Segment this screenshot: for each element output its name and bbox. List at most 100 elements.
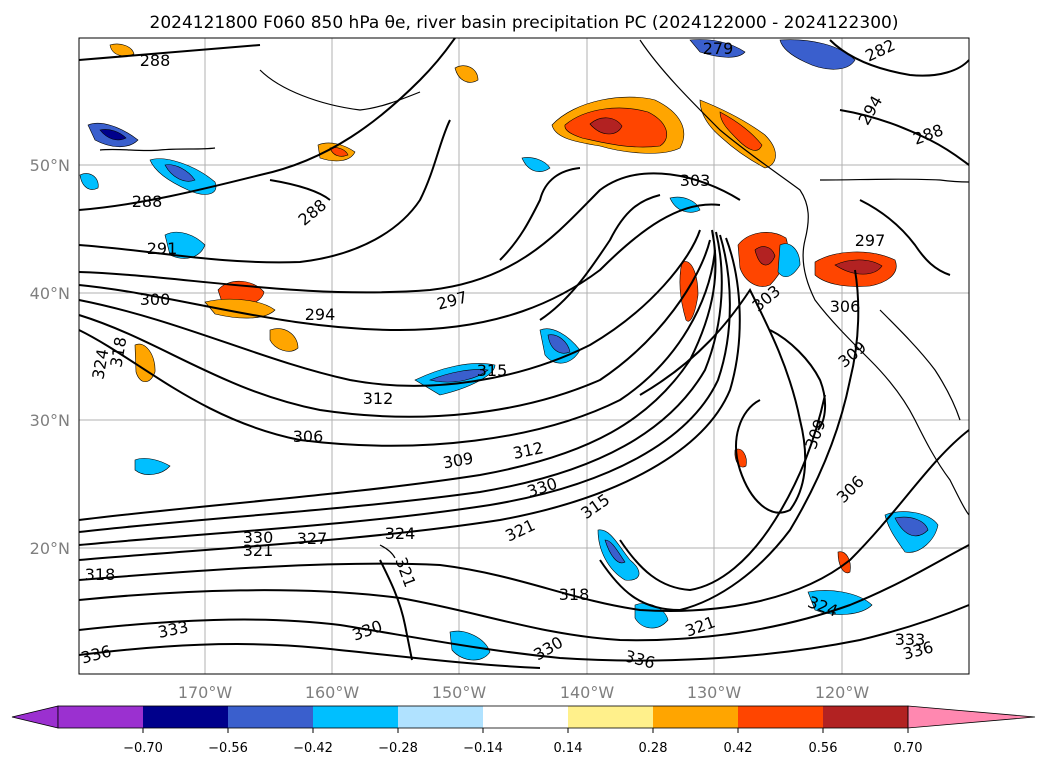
precip-blob: [779, 39, 856, 70]
lat-label: 20°N: [30, 539, 70, 558]
lon-label: 150°W: [432, 683, 487, 702]
contour-line: [599, 269, 860, 612]
lat-label: 40°N: [30, 284, 70, 303]
precip-blob: [837, 551, 851, 574]
theta-e-contours: [78, 37, 970, 669]
colorbar-tick-label: −0.14: [463, 741, 503, 756]
contour-line: [78, 237, 741, 561]
contour-line: [78, 429, 970, 612]
contour-line: [78, 44, 261, 61]
precip-blob: [547, 334, 571, 354]
coastline: [99, 147, 216, 152]
coastline: [259, 69, 421, 111]
lon-label: 170°W: [178, 683, 233, 702]
colorbar-tick-label: −0.42: [293, 741, 333, 756]
precip-blob: [589, 117, 623, 135]
precip-blob: [164, 164, 196, 182]
contour-label: 327: [297, 529, 328, 548]
contour-label: 303: [680, 171, 711, 190]
contour-line: [639, 288, 807, 514]
contour-line: [829, 39, 970, 77]
contour-line: [78, 239, 711, 418]
contour-label: 321: [243, 541, 274, 560]
contour-line: [78, 172, 741, 294]
colorbar-bin: [483, 706, 568, 728]
colorbar-bin: [228, 706, 313, 728]
colorbar-tick-label: 0.70: [894, 741, 923, 756]
colorbar-ticks: [142, 728, 909, 733]
precip-blob: [269, 328, 299, 352]
colorbar-bin: [738, 706, 823, 728]
contour-line: [78, 249, 716, 447]
precip-blob: [429, 369, 489, 383]
contour-line: [78, 37, 456, 211]
precip-blob: [329, 147, 349, 157]
colorbar-tick-label: 0.42: [724, 741, 753, 756]
contour-label: 300: [140, 290, 171, 309]
contour-label: 294: [305, 305, 336, 324]
contour-line: [78, 229, 701, 387]
colorbar-bin: [653, 706, 738, 728]
precip-blob: [454, 65, 479, 83]
lat-label: 30°N: [30, 411, 70, 430]
precip-blob: [834, 259, 883, 275]
map-title: 2024121800 F060 850 hPa θe, river basin …: [150, 13, 899, 33]
colorbar-under-arrow: [11, 705, 59, 729]
map-frame: [78, 37, 970, 675]
contour-label: 279: [703, 39, 734, 58]
contour-line: [859, 199, 951, 276]
contour-label: 315: [477, 361, 508, 380]
lon-label: 130°W: [687, 683, 742, 702]
precip-blob: [679, 261, 699, 322]
contour-label: 288: [140, 51, 171, 70]
lat-label: 50°N: [30, 156, 70, 175]
precip-blob: [777, 243, 801, 278]
contour-line: [269, 179, 331, 201]
coastline: [879, 309, 961, 421]
precip-blob: [719, 111, 763, 151]
lon-label: 160°W: [305, 683, 360, 702]
colorbar-bin: [568, 706, 653, 728]
contour-label: 288: [132, 192, 163, 211]
lon-labels: 170°W 160°W 150°W 140°W 130°W 120°W: [178, 683, 870, 702]
colorbar-tick-label: 0.28: [639, 741, 668, 756]
contour-line: [78, 234, 731, 546]
contour-line: [619, 394, 826, 592]
contour-label: 333: [895, 630, 926, 649]
colorbar-tick-label: 0.14: [554, 741, 583, 756]
contour-line: [539, 194, 661, 321]
contour-label: 324: [385, 524, 416, 543]
coastline: [819, 178, 970, 183]
contour-line: [499, 167, 581, 261]
precip-blob: [134, 458, 171, 475]
contour-line: [78, 231, 723, 533]
colorbar-tick-label: −0.28: [378, 741, 418, 756]
precip-blob: [604, 539, 626, 564]
precip-blob: [164, 231, 206, 259]
contour-line: [769, 329, 826, 431]
precip-shading: [79, 39, 939, 661]
contour-label: 306: [293, 427, 324, 446]
precip-blob: [109, 43, 135, 57]
contour-line: [78, 604, 970, 662]
contour-line: [78, 229, 717, 521]
colorbar-tick-label: −0.56: [208, 741, 248, 756]
contour-label: 306: [830, 297, 861, 316]
precip-blob: [669, 196, 701, 213]
precip-blob: [521, 157, 551, 172]
lon-label: 140°W: [560, 683, 615, 702]
map-frame-bg: [79, 38, 969, 674]
precip-blob: [754, 246, 776, 266]
precip-blob: [894, 516, 929, 537]
contour-line: [379, 559, 413, 661]
contour-label: 312: [363, 389, 394, 408]
colorbar: −0.70 −0.56 −0.42 −0.28 −0.14 0.14 0.28 …: [11, 705, 1036, 756]
colorbar-over-arrow: [907, 705, 1036, 729]
colorbar-bin: [823, 706, 908, 728]
colorbar-bin: [143, 706, 228, 728]
contour-label: 318: [85, 565, 116, 584]
precip-blob: [689, 39, 746, 58]
contour-line: [78, 643, 541, 669]
lon-label: 120°W: [815, 683, 870, 702]
